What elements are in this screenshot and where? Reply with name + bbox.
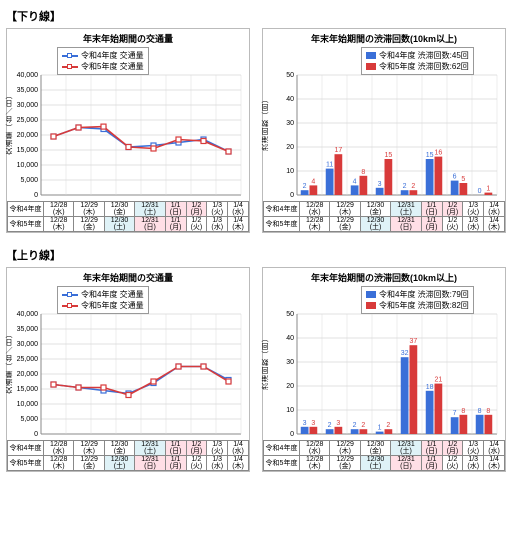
- svg-text:18: 18: [426, 384, 434, 391]
- x-axis-table: 令和4年度12/28(水)12/29(木)12/30(金)12/31(土)1/1…: [263, 440, 505, 471]
- svg-text:20,000: 20,000: [17, 132, 39, 139]
- svg-text:5,000: 5,000: [20, 416, 38, 423]
- svg-text:0: 0: [34, 192, 38, 199]
- svg-text:17: 17: [334, 147, 342, 154]
- svg-text:2: 2: [386, 422, 390, 429]
- svg-text:2: 2: [353, 422, 357, 429]
- svg-text:0: 0: [290, 431, 294, 438]
- svg-text:8: 8: [478, 408, 482, 415]
- svg-text:50: 50: [286, 72, 294, 79]
- svg-text:30: 30: [286, 359, 294, 366]
- svg-text:15: 15: [426, 152, 434, 159]
- svg-text:11: 11: [326, 162, 333, 169]
- svg-text:25,000: 25,000: [17, 117, 39, 124]
- legend: 令和4年度 交通量令和5年度 交通量: [57, 286, 149, 314]
- svg-text:35,000: 35,000: [17, 326, 39, 333]
- legend-label: 令和4年度 交通量: [81, 289, 144, 300]
- svg-text:1: 1: [378, 425, 382, 432]
- svg-text:6: 6: [453, 174, 457, 181]
- svg-text:7: 7: [453, 410, 457, 417]
- svg-text:32: 32: [401, 350, 409, 357]
- chart-title: 年末年始期間の渋滞回数(10km以上): [263, 29, 505, 45]
- legend-label: 令和5年度 渋滞回数:82回: [379, 300, 469, 311]
- svg-text:4: 4: [311, 178, 315, 185]
- svg-text:10,000: 10,000: [17, 401, 39, 408]
- svg-text:5,000: 5,000: [20, 177, 38, 184]
- svg-text:2: 2: [303, 183, 307, 190]
- svg-text:3: 3: [336, 420, 340, 427]
- svg-text:3: 3: [303, 420, 307, 427]
- svg-text:16: 16: [434, 150, 442, 157]
- legend-label: 令和4年度 渋滞回数:45回: [379, 50, 469, 61]
- svg-text:1: 1: [486, 186, 490, 193]
- svg-text:10,000: 10,000: [17, 162, 39, 169]
- chart-title: 年末年始期間の交通量: [7, 268, 249, 284]
- svg-text:0: 0: [34, 431, 38, 438]
- svg-text:30: 30: [286, 120, 294, 127]
- svg-text:5: 5: [461, 176, 465, 183]
- legend: 令和4年度 交通量令和5年度 交通量: [57, 47, 149, 75]
- section-label: 【上り線】: [6, 247, 514, 263]
- svg-text:21: 21: [434, 377, 442, 384]
- svg-text:40,000: 40,000: [17, 72, 39, 79]
- x-axis-table: 令和4年度12/28(水)12/29(木)12/30(金)12/31(土)1/1…: [263, 201, 505, 232]
- chart-title: 年末年始期間の交通量: [7, 29, 249, 45]
- svg-text:3: 3: [378, 181, 382, 188]
- y-axis-label: 渋滞回数（回）: [261, 334, 271, 390]
- chart-panel-up_traffic: 年末年始期間の交通量交通量（台／日） 0 5,000 10,000 15,000 20,0…: [6, 267, 250, 472]
- svg-text:15,000: 15,000: [17, 386, 39, 393]
- svg-text:2: 2: [361, 422, 365, 429]
- x-axis-table: 令和4年度12/28(水)12/29(木)12/30(金)12/31(土)1/1…: [7, 440, 249, 471]
- svg-text:15,000: 15,000: [17, 147, 39, 154]
- svg-text:8: 8: [361, 169, 365, 176]
- legend-label: 令和5年度 交通量: [81, 61, 144, 72]
- chart-panel-down_jam: 年末年始期間の渋滞回数(10km以上)渋滞回数（回）01020304050211…: [262, 28, 506, 233]
- svg-text:8: 8: [486, 408, 490, 415]
- y-axis-label: 交通量（台／日）: [5, 330, 15, 394]
- svg-text:25,000: 25,000: [17, 356, 39, 363]
- svg-text:3: 3: [311, 420, 315, 427]
- chart-panel-down_traffic: 年末年始期間の交通量交通量（台／日） 0 5,000 10,000 15,000 20,0…: [6, 28, 250, 233]
- legend-label: 令和4年度 渋滞回数:79回: [379, 289, 469, 300]
- svg-text:30,000: 30,000: [17, 102, 39, 109]
- section-label: 【下り線】: [6, 8, 514, 24]
- legend: 令和4年度 渋滞回数:79回令和5年度 渋滞回数:82回: [361, 286, 474, 314]
- svg-text:10: 10: [286, 168, 294, 175]
- svg-text:50: 50: [286, 311, 294, 318]
- svg-text:10: 10: [286, 407, 294, 414]
- svg-text:0: 0: [478, 188, 482, 195]
- svg-text:15: 15: [384, 152, 392, 159]
- legend-label: 令和4年度 交通量: [81, 50, 144, 61]
- legend-label: 令和5年度 交通量: [81, 300, 144, 311]
- svg-text:2: 2: [328, 422, 332, 429]
- svg-text:30,000: 30,000: [17, 341, 39, 348]
- y-axis-label: 交通量（台／日）: [5, 91, 15, 155]
- svg-text:20,000: 20,000: [17, 371, 39, 378]
- svg-text:2: 2: [403, 183, 407, 190]
- svg-text:40: 40: [286, 335, 294, 342]
- svg-text:37: 37: [409, 338, 417, 345]
- chart-panel-up_jam: 年末年始期間の渋滞回数(10km以上)渋滞回数（回）01020304050322…: [262, 267, 506, 472]
- y-axis-label: 渋滞回数（回）: [261, 95, 271, 151]
- chart-title: 年末年始期間の渋滞回数(10km以上): [263, 268, 505, 284]
- chart-row: 年末年始期間の交通量交通量（台／日） 0 5,000 10,000 15,000 20,0…: [6, 267, 514, 472]
- svg-text:20: 20: [286, 144, 294, 151]
- x-axis-table: 令和4年度12/28(水)12/29(木)12/30(金)12/31(土)1/1…: [7, 201, 249, 232]
- svg-text:40: 40: [286, 96, 294, 103]
- svg-text:2: 2: [411, 183, 415, 190]
- legend-label: 令和5年度 渋滞回数:62回: [379, 61, 469, 72]
- svg-text:4: 4: [353, 178, 357, 185]
- svg-text:0: 0: [290, 192, 294, 199]
- legend: 令和4年度 渋滞回数:45回令和5年度 渋滞回数:62回: [361, 47, 474, 75]
- svg-text:8: 8: [461, 408, 465, 415]
- svg-text:40,000: 40,000: [17, 311, 39, 318]
- chart-row: 年末年始期間の交通量交通量（台／日） 0 5,000 10,000 15,000 20,0…: [6, 28, 514, 233]
- svg-text:35,000: 35,000: [17, 87, 39, 94]
- svg-text:20: 20: [286, 383, 294, 390]
